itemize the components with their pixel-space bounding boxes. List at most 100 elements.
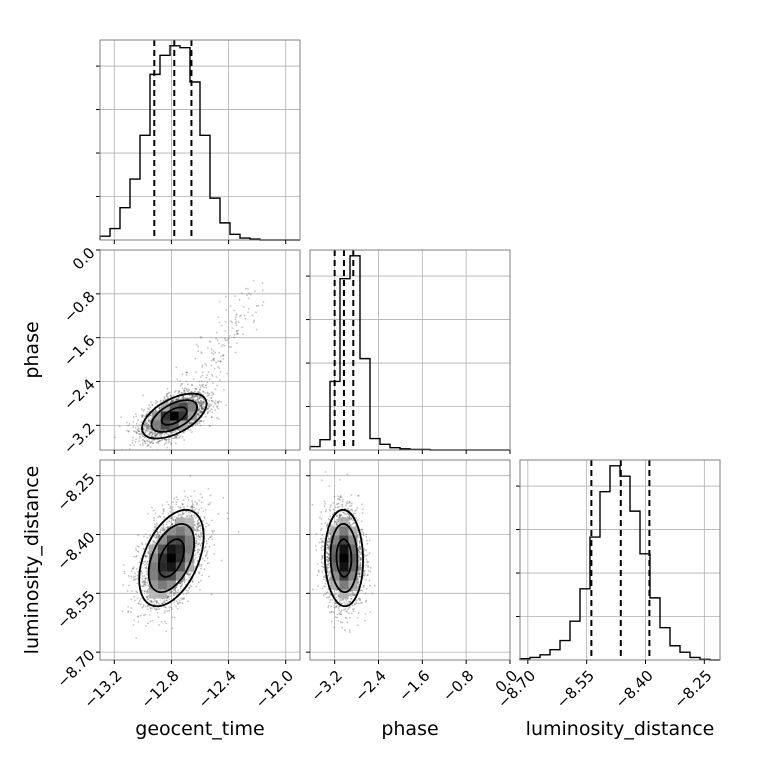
scatter-point xyxy=(181,382,184,385)
scatter-point xyxy=(202,400,205,403)
scatter-point xyxy=(183,389,186,392)
scatter-point xyxy=(148,419,151,422)
scatter-point xyxy=(194,542,197,545)
scatter-point xyxy=(198,402,201,405)
scatter-point xyxy=(198,413,200,416)
scatter-point xyxy=(204,384,207,387)
density-cell xyxy=(178,411,188,421)
scatter-point xyxy=(162,429,165,431)
scatter-point xyxy=(230,346,232,348)
scatter-point xyxy=(199,419,201,422)
scatter-point xyxy=(171,430,174,433)
scatter-point xyxy=(126,421,128,424)
scatter-point xyxy=(134,575,137,578)
scatter-point xyxy=(146,590,149,593)
scatter-point xyxy=(135,438,137,441)
scatter-point xyxy=(158,608,161,610)
scatter-point xyxy=(255,305,258,307)
scatter-point xyxy=(201,366,204,368)
scatter-point xyxy=(222,357,225,360)
scatter-point xyxy=(158,531,161,534)
scatter-point xyxy=(130,575,133,578)
scatter-point xyxy=(164,438,166,441)
scatter-point xyxy=(235,322,237,325)
scatter-point xyxy=(210,519,213,522)
scatter-point xyxy=(161,429,163,432)
scatter-point xyxy=(183,490,186,493)
scatter-point xyxy=(182,396,185,398)
scatter-point xyxy=(163,620,166,623)
scatter-point xyxy=(149,601,152,604)
scatter-point xyxy=(155,526,157,529)
scatter-point xyxy=(132,426,135,428)
scatter-point xyxy=(178,513,181,516)
scatter-point xyxy=(200,406,203,409)
scatter-point xyxy=(169,505,172,508)
contour-line xyxy=(141,392,208,440)
scatter-point xyxy=(134,427,137,429)
scatter-point xyxy=(222,388,225,391)
scatter-point xyxy=(193,396,195,398)
scatter-point xyxy=(134,599,136,602)
scatter-point xyxy=(175,435,178,438)
scatter-point xyxy=(188,421,191,424)
scatter-point xyxy=(179,585,182,588)
scatter-point xyxy=(162,510,165,513)
scatter-point xyxy=(199,525,202,527)
scatter-point xyxy=(210,359,213,362)
scatter-point xyxy=(172,592,175,595)
scatter-point xyxy=(175,366,178,369)
scatter-point xyxy=(137,602,140,605)
scatter-point xyxy=(199,529,201,532)
scatter-point xyxy=(139,614,142,617)
scatter-point xyxy=(138,440,141,443)
scatter-point xyxy=(242,305,245,308)
scatter-point xyxy=(174,591,177,593)
scatter-point xyxy=(169,606,172,609)
scatter-point xyxy=(198,521,200,524)
scatter-point xyxy=(163,397,166,400)
scatter-point xyxy=(203,528,206,531)
scatter-point xyxy=(154,409,157,412)
scatter-point xyxy=(202,401,205,404)
scatter-point xyxy=(178,601,181,604)
scatter-point xyxy=(201,407,203,410)
scatter-point xyxy=(199,336,202,339)
scatter-point xyxy=(202,400,205,403)
scatter-point xyxy=(200,515,202,518)
scatter-point xyxy=(162,509,165,511)
scatter-point xyxy=(222,354,225,357)
scatter-point xyxy=(238,315,241,318)
scatter-point xyxy=(206,391,209,394)
scatter-point xyxy=(165,438,168,441)
scatter-point xyxy=(159,529,162,532)
scatter-point xyxy=(149,442,152,444)
scatter-point xyxy=(165,533,168,536)
scatter-point xyxy=(138,427,140,430)
scatter-point xyxy=(196,559,199,562)
scatter-point xyxy=(199,588,201,591)
scatter-point xyxy=(151,403,154,406)
scatter-point xyxy=(223,337,226,340)
scatter-point xyxy=(198,572,201,575)
density-cell xyxy=(169,420,179,430)
scatter-point xyxy=(198,409,201,412)
scatter-point xyxy=(208,562,210,564)
scatter-point xyxy=(197,391,200,394)
scatter-point xyxy=(137,550,140,553)
scatter-point xyxy=(177,603,180,605)
scatter-point xyxy=(161,438,164,441)
scatter-point xyxy=(204,415,207,418)
scatter-point xyxy=(202,408,205,411)
scatter-point xyxy=(188,587,191,589)
scatter-point xyxy=(149,419,152,422)
scatter-point xyxy=(145,425,148,428)
scatter-point xyxy=(181,510,184,513)
scatter-point xyxy=(152,540,154,542)
scatter-point xyxy=(224,330,227,332)
scatter-point xyxy=(168,520,170,522)
scatter-point xyxy=(144,577,147,580)
scatter-point xyxy=(156,535,159,538)
scatter-point xyxy=(146,428,148,431)
scatter-point xyxy=(181,391,183,394)
